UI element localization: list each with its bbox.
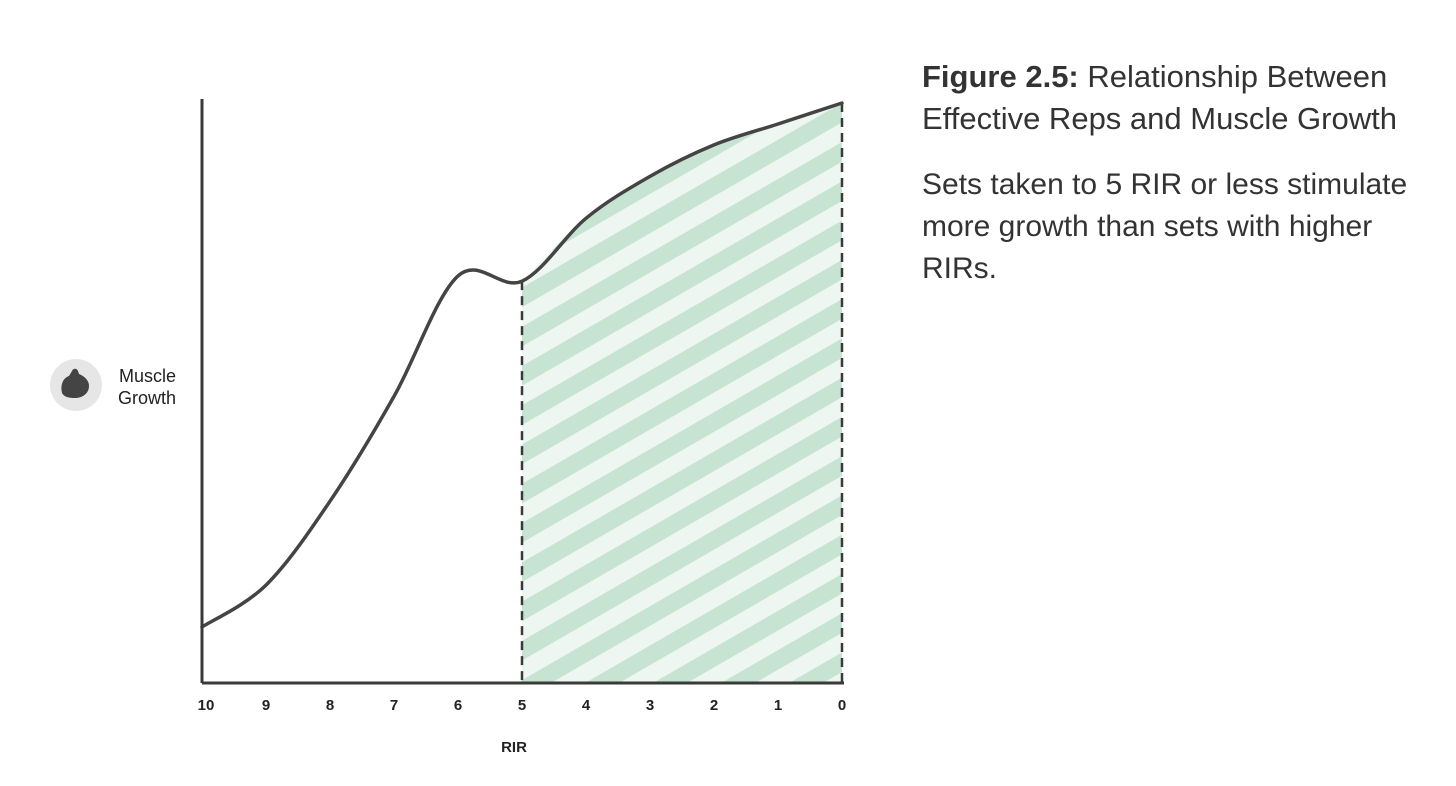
x-tick-label: 4 [582,697,591,714]
x-tick-label: 10 [198,697,215,714]
figure-description: Sets taken to 5 RIR or less stimulate mo… [922,168,1408,285]
x-tick-label: 6 [454,697,462,714]
x-axis-title: RIR [501,739,527,756]
x-tick-label: 0 [838,697,846,714]
y-axis-title: Muscle Growth [118,366,176,408]
chart: 10 9 8 7 6 5 4 3 2 1 0 RIR Muscle Growth [50,99,847,756]
figure-label: Figure 2.5: [922,59,1079,94]
x-tick-label: 9 [262,697,270,714]
flexed-bicep-icon [50,359,102,411]
figure-caption: Figure 2.5: Relationship Between Effecti… [922,56,1442,290]
x-tick-label: 7 [390,697,398,714]
x-tick-label: 5 [518,697,526,714]
highlight-region [520,103,844,683]
highlight-area [522,103,842,683]
y-axis-title-line: Muscle [119,366,176,386]
y-axis-title-line: Growth [118,388,176,408]
x-tick-label: 3 [646,697,654,714]
figure-title: Figure 2.5: Relationship Between Effecti… [922,56,1442,140]
x-tick-label: 8 [326,697,334,714]
figure-title-text: Relationship Between Effective Reps and … [922,59,1397,136]
x-tick-labels: 10 9 8 7 6 5 4 3 2 1 0 [198,697,847,714]
series-line [200,101,844,629]
x-tick-label: 1 [774,697,782,714]
x-tick-label: 2 [710,697,718,714]
y-axis-label: Muscle Growth [50,359,176,411]
